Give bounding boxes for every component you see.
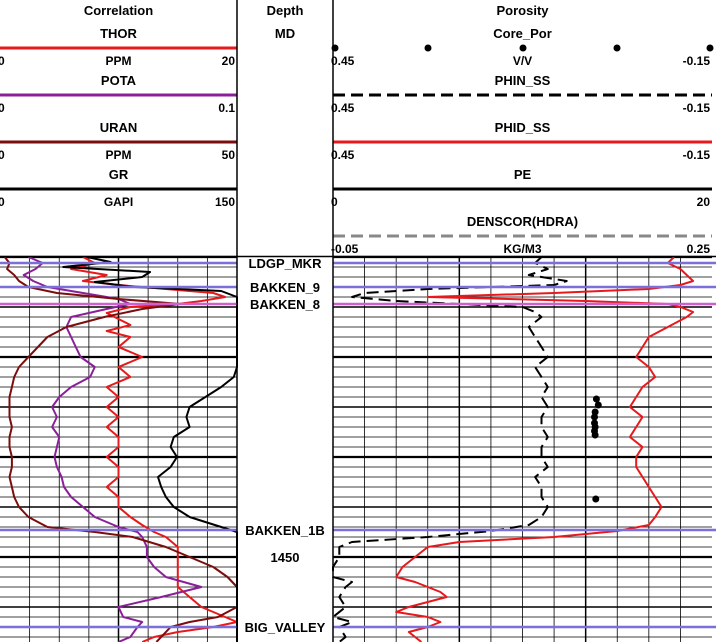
curve-unit: GAPI xyxy=(104,195,133,209)
scale-right: 150 xyxy=(215,195,235,209)
curve-phid_ss xyxy=(395,256,695,642)
core-point xyxy=(591,413,599,421)
curve-unit: PPM xyxy=(105,148,131,162)
core-point xyxy=(592,395,600,403)
formation-tops: LDGP_MKR BAKKEN_9 BAKKEN_8 BAKKEN_1B BIG_VAL… xyxy=(0,256,716,635)
scale-right: -0.15 xyxy=(683,54,711,68)
track-title-depth: Depth xyxy=(267,3,304,18)
curve-name-phid_ss: PHID_SS xyxy=(495,120,551,135)
curve-name-uran: URAN xyxy=(100,120,138,135)
scale-left: 0 xyxy=(0,101,5,115)
depth-unit: MD xyxy=(275,26,295,41)
formation-top-big_valley: BIG_VALLEY xyxy=(245,620,326,635)
scale-left: 0.45 xyxy=(331,101,355,115)
log-grid xyxy=(0,255,712,642)
curve-name-thor: THOR xyxy=(100,26,137,41)
scale-right: 50 xyxy=(222,148,236,162)
curve-name-core_por: Core_Por xyxy=(493,26,552,41)
curve-line xyxy=(70,256,238,642)
curve-thor xyxy=(70,256,238,642)
core-point xyxy=(591,431,599,439)
scale-right: 0.1 xyxy=(218,101,235,115)
track-title-correlation: Correlation xyxy=(84,3,153,18)
core-point xyxy=(592,495,600,503)
formation-top-bakken_9: BAKKEN_9 xyxy=(250,280,320,295)
scale-left: 0 xyxy=(0,148,5,162)
curve-sample-dot xyxy=(613,44,621,52)
scale-right: -0.15 xyxy=(683,101,711,115)
scale-left: 0 xyxy=(331,195,338,209)
curve-sample-dot xyxy=(424,44,432,52)
formation-top-bakken_8: BAKKEN_8 xyxy=(250,297,320,312)
scale-right: 0.25 xyxy=(687,242,711,256)
curve-sample-dot xyxy=(519,44,527,52)
curve-sample-dot xyxy=(706,44,714,52)
log-header: Correlation Depth MD Porosity THOR 0 PPM 20 POTA… xyxy=(0,3,714,565)
curve-line xyxy=(22,256,203,642)
core-point xyxy=(594,401,602,409)
curve-name-gr: GR xyxy=(109,167,129,182)
depth-label: 1450 xyxy=(271,550,300,565)
curve-unit: V/V xyxy=(513,54,532,68)
curve-phin_ss xyxy=(332,256,568,642)
log-curves xyxy=(3,256,695,642)
formation-top-ldgp_mkr: LDGP_MKR xyxy=(249,256,323,271)
curve-line xyxy=(395,256,695,642)
scale-left: -0.05 xyxy=(331,242,359,256)
scale-right: -0.15 xyxy=(683,148,711,162)
scale-right: 20 xyxy=(222,54,236,68)
curve-name-denscor(hdra): DENSCOR(HDRA) xyxy=(467,214,578,229)
curve-unit: PPM xyxy=(105,54,131,68)
track-title-porosity: Porosity xyxy=(496,3,549,18)
scale-left: 0.45 xyxy=(331,54,355,68)
curve-uran xyxy=(3,256,238,642)
formation-top-bakken_1b: BAKKEN_1B xyxy=(245,523,324,538)
curve-line xyxy=(332,256,568,642)
scale-left: 0 xyxy=(0,195,5,209)
curve-name-pe: PE xyxy=(514,167,532,182)
scale-left: 0.45 xyxy=(331,148,355,162)
curve-pota xyxy=(22,256,203,642)
curve-name-phin_ss: PHIN_SS xyxy=(495,73,551,88)
scale-left: 0 xyxy=(0,54,5,68)
curve-name-pota: POTA xyxy=(101,73,137,88)
curve-unit: KG/M3 xyxy=(503,242,541,256)
curve-core_por xyxy=(591,395,602,503)
curve-line xyxy=(3,256,238,642)
scale-right: 20 xyxy=(697,195,711,209)
